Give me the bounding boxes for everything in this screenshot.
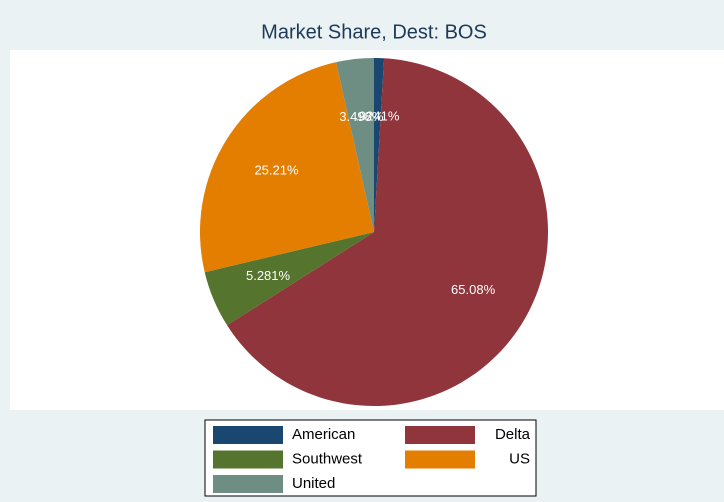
slice-label: 65.08% xyxy=(451,282,496,297)
pie-slice xyxy=(374,58,385,232)
slice-label: .9241% xyxy=(355,108,400,123)
slice-label: 25.21% xyxy=(254,162,299,177)
slice-label: 3.498% xyxy=(339,109,384,124)
pie-slice xyxy=(227,58,549,406)
pie-slice xyxy=(336,58,374,232)
legend-label: Southwest xyxy=(292,450,363,467)
legend-label: Delta xyxy=(495,426,531,443)
legend-label: American xyxy=(292,426,355,443)
legend-label: US xyxy=(509,450,530,467)
legend-swatch xyxy=(405,450,475,469)
legend-label: United xyxy=(292,475,335,492)
chart-title: Market Share, Dest: BOS xyxy=(261,21,487,43)
legend-swatch xyxy=(213,426,283,444)
legend-swatch xyxy=(405,426,475,444)
legend-swatch xyxy=(213,475,283,493)
slice-label: 5.281% xyxy=(246,268,291,283)
pie-slice xyxy=(204,232,374,326)
legend-swatch xyxy=(213,450,283,469)
pie-slice xyxy=(199,62,374,273)
